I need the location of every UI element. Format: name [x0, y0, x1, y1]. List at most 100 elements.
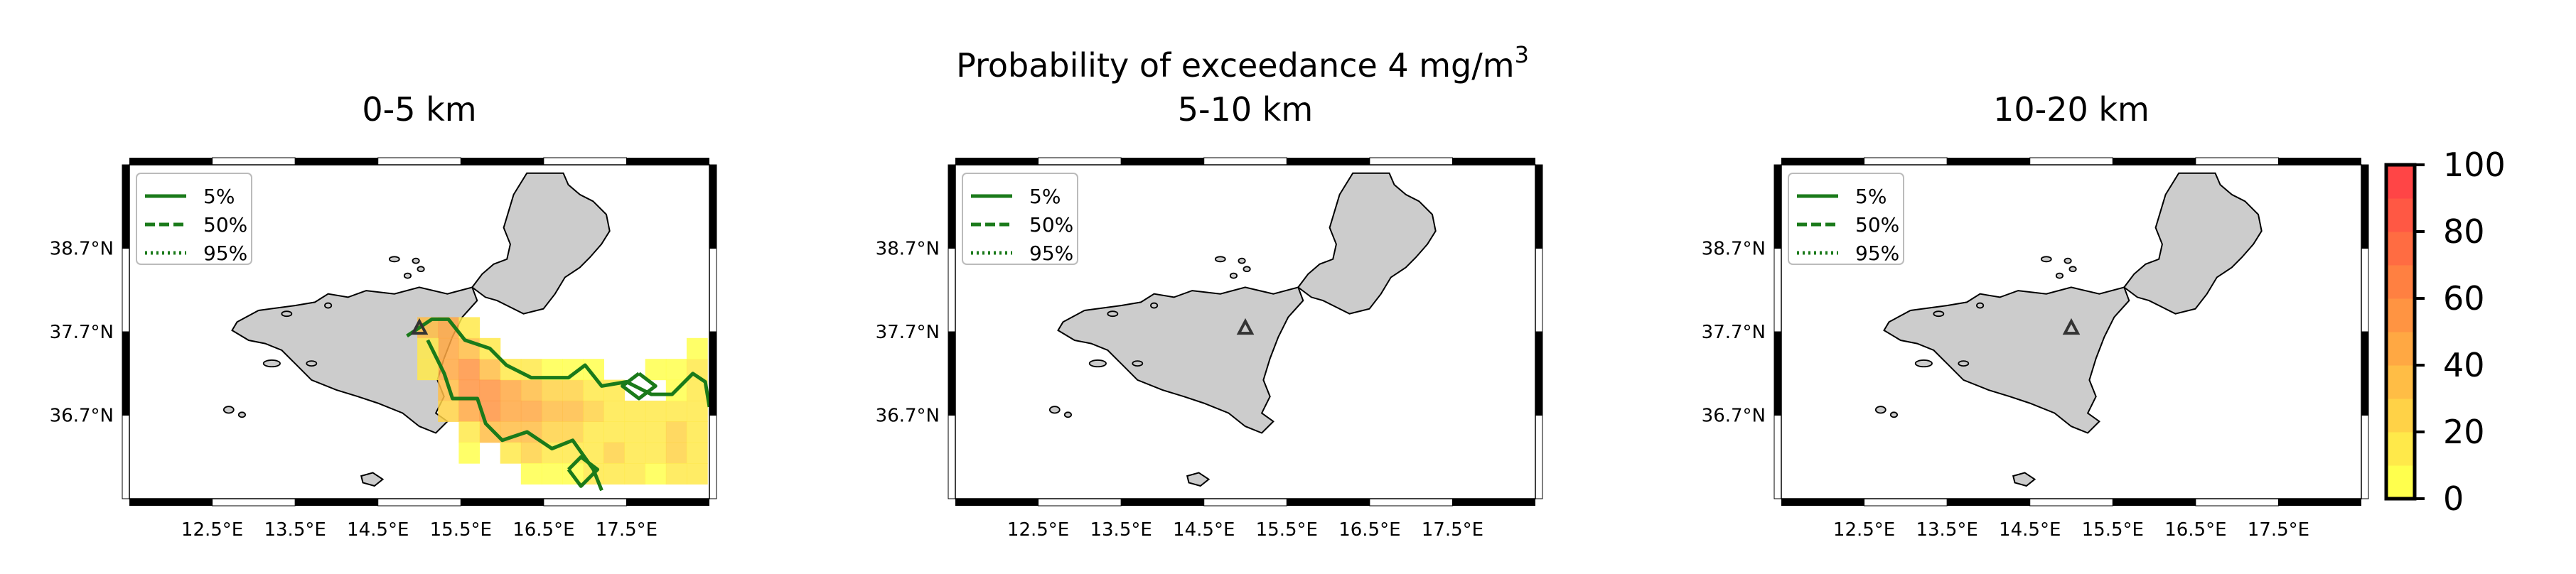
frame-top-segment — [212, 157, 296, 166]
islet — [222, 406, 235, 414]
frame-right-segment — [709, 415, 717, 499]
lon-tick-label: 16.5°E — [2164, 519, 2226, 541]
legend: 5% 50% 95% — [962, 173, 1078, 265]
frame-top-segment — [1781, 158, 1864, 165]
islet — [412, 257, 420, 264]
probability-cell — [562, 379, 584, 401]
frame-bottom-segment — [626, 499, 709, 506]
calabria-landmass — [471, 172, 611, 315]
legend-label: 5% — [1855, 185, 1887, 208]
islet — [1958, 360, 1970, 367]
colorbar-segment — [2386, 298, 2415, 332]
map-panel: 5-10 km 5% 50% 95% 38.7°N 37.7°N 36.7°N 12.5°E 1… — [876, 90, 1543, 541]
frame-right-segment — [1535, 248, 1543, 332]
islet — [1048, 406, 1061, 414]
frame-top-segment — [626, 158, 709, 165]
colorbar-tick-label: 80 — [2443, 212, 2485, 251]
probability-cell — [520, 442, 542, 464]
islet — [237, 411, 246, 418]
probability-cell — [603, 442, 626, 464]
frame-left-segment — [1773, 248, 1782, 332]
lat-tick-label: 37.7°N — [50, 322, 114, 343]
frame-right-segment — [1535, 415, 1543, 499]
lon-tick-label: 15.5°E — [1256, 519, 1318, 541]
frame-top-segment — [955, 158, 1039, 165]
panel-title: 10-20 km — [1993, 90, 2150, 129]
probability-cell — [562, 400, 584, 422]
islet — [1933, 310, 1945, 318]
lat-tick-label: 38.7°N — [876, 239, 940, 260]
sicily-landmass — [1883, 286, 2130, 434]
lon-tick-label: 15.5°E — [2082, 519, 2144, 541]
legend-label: 50% — [1855, 213, 1899, 237]
map-frame — [129, 164, 710, 499]
frame-left-segment — [1773, 415, 1782, 499]
frame-top-segment — [1864, 157, 1948, 166]
lon-tick-label: 17.5°E — [2248, 519, 2309, 541]
islet — [1063, 411, 1072, 418]
probability-cell — [665, 400, 687, 422]
panel-title: 5-10 km — [1178, 90, 1313, 129]
probability-cell — [686, 400, 708, 422]
colorbar-tick-label: 100 — [2443, 146, 2506, 184]
sicily-landmass — [1057, 286, 1304, 434]
frame-left-segment — [1773, 331, 1782, 416]
colorbar: 100 80 60 40 20 0 — [2384, 146, 2506, 518]
frame-right-segment — [709, 164, 717, 249]
probability-cell — [458, 359, 481, 381]
map-content — [1874, 172, 2263, 487]
islet — [1874, 406, 1887, 414]
probability-cell — [665, 463, 687, 485]
frame-bottom-segment — [2029, 498, 2113, 507]
colorbar-segment — [2386, 432, 2415, 466]
probability-cell — [645, 463, 667, 485]
colorbar-tick-label: 20 — [2443, 413, 2485, 451]
probability-cell — [665, 442, 687, 464]
lat-tick-label: 36.7°N — [50, 406, 114, 427]
colorbar-segment — [2386, 165, 2415, 199]
colorbar-segment — [2386, 365, 2415, 399]
frame-left-segment — [948, 248, 956, 332]
map-content — [222, 172, 709, 492]
islet — [306, 360, 318, 367]
probability-cell — [686, 442, 708, 464]
frame-top-segment — [2113, 158, 2196, 165]
lon-tick-label: 16.5°E — [1338, 519, 1400, 541]
map-panel: 10-20 km 5% 50% 95% 38.7°N 37.7°N 36.7°N 12.5°E… — [1702, 90, 2369, 541]
frame-bottom-segment — [1947, 499, 2030, 506]
probability-cell — [603, 400, 626, 422]
frame-top-segment — [295, 158, 378, 165]
frame-right-segment — [1535, 331, 1543, 416]
probability-cell — [583, 400, 604, 422]
probability-cell — [624, 421, 646, 443]
calabria-landmass — [2122, 172, 2263, 315]
triangle-icon — [2062, 318, 2081, 335]
probability-cell — [686, 337, 708, 359]
frame-top-segment — [461, 158, 544, 165]
frame-left-segment — [122, 331, 130, 416]
frame-bottom-segment — [1287, 499, 1370, 506]
islet — [262, 359, 281, 368]
frame-left-segment — [122, 248, 130, 332]
frame-bottom-segment — [955, 499, 1039, 506]
probability-cell — [583, 421, 604, 443]
frame-left-segment — [948, 415, 956, 499]
probability-cell — [479, 421, 501, 443]
map-panel: 0-5 km 5% 50% 95% 38.7°N 37.7°N 36.7°N 12.5°E 13… — [50, 90, 717, 541]
map-panels: 0-5 km 5% 50% 95% 38.7°N 37.7°N 36.7°N 12.5°E 13… — [50, 90, 2369, 541]
islet — [2064, 257, 2072, 264]
frame-right-segment — [709, 331, 717, 416]
islet — [403, 272, 412, 279]
islet — [324, 302, 333, 309]
map-frame — [955, 164, 1536, 499]
frame-left-segment — [948, 331, 956, 416]
colorbar-segment — [2386, 265, 2415, 299]
lon-tick-label: 14.5°E — [1173, 519, 1235, 541]
probability-cell — [520, 463, 542, 485]
probability-cell — [500, 379, 522, 401]
islet — [1088, 359, 1107, 368]
probability-cell — [500, 442, 522, 464]
lat-tick-label: 37.7°N — [876, 322, 940, 343]
islet — [1914, 359, 1933, 368]
frame-top-segment — [1452, 158, 1535, 165]
